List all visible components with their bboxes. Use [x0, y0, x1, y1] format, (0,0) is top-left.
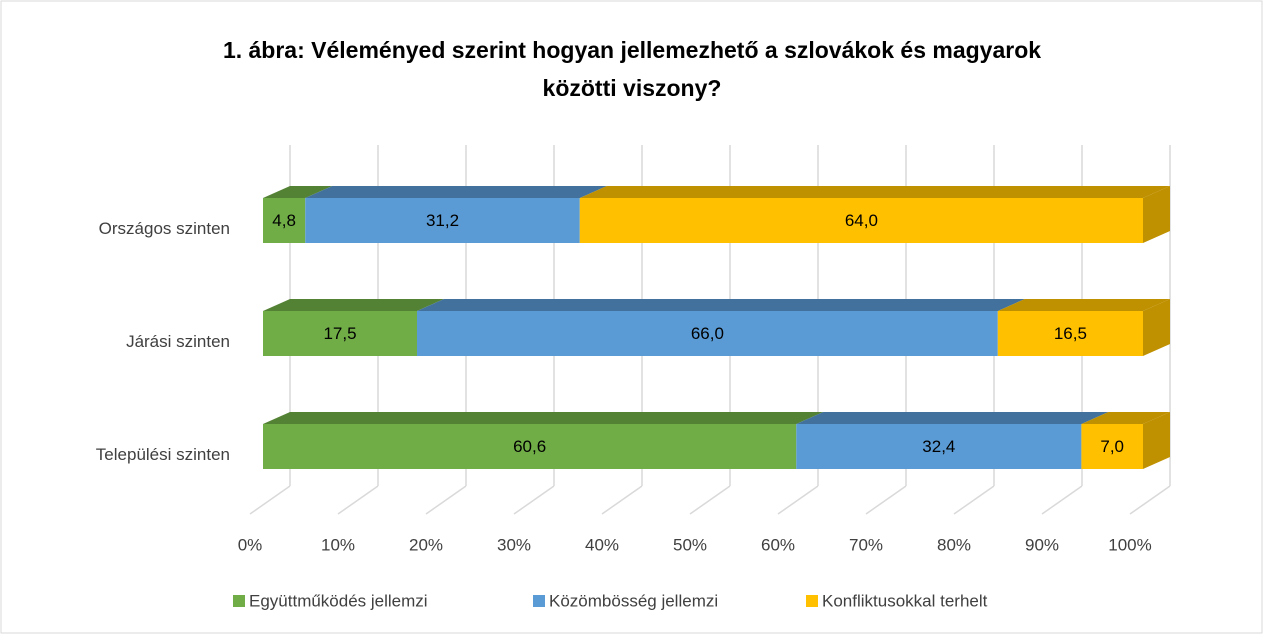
x-tick-label: 50%	[673, 535, 707, 554]
grid-floor-line	[1129, 485, 1171, 515]
bar-side	[1143, 412, 1170, 469]
value-label: 31,2	[426, 211, 459, 230]
x-tick-label: 30%	[497, 535, 531, 554]
x-tick-label: 60%	[761, 535, 795, 554]
x-tick-label: 90%	[1025, 535, 1059, 554]
bar-top	[263, 186, 333, 198]
value-label: 66,0	[691, 324, 724, 343]
x-tick-label: 0%	[238, 535, 263, 554]
bar	[263, 424, 797, 469]
grid-floor-line	[865, 485, 907, 515]
value-label: 60,6	[513, 437, 546, 456]
value-label: 17,5	[323, 324, 356, 343]
bar-top	[997, 299, 1170, 311]
bar	[263, 311, 417, 356]
bar-top	[1081, 412, 1170, 424]
bar	[305, 198, 580, 243]
bar	[997, 311, 1143, 356]
legend-label: Konfliktusokkal terhelt	[822, 591, 988, 610]
x-tick-label: 20%	[409, 535, 443, 554]
grid-floor-line	[777, 485, 819, 515]
grid-floor-line	[953, 485, 995, 515]
legend-label: Közömbösség jellemzi	[549, 591, 718, 610]
chart-title: 1. ábra: Véleményed szerint hogyan jelle…	[223, 37, 1041, 63]
bar-top	[305, 186, 607, 198]
value-label: 4,8	[272, 211, 296, 230]
grid-floor-line	[601, 485, 643, 515]
bar-top	[263, 412, 824, 424]
grid-floor-line	[425, 485, 467, 515]
value-label: 16,5	[1054, 324, 1087, 343]
chart-title: közötti viszony?	[543, 75, 722, 101]
y-tick-label: Országos szinten	[99, 219, 230, 238]
legend-swatch	[233, 595, 245, 607]
x-tick-label: 40%	[585, 535, 619, 554]
grid-floor-line	[1041, 485, 1083, 515]
bar	[263, 198, 306, 243]
value-label: 64,0	[845, 211, 878, 230]
grid-floor-line	[689, 485, 731, 515]
y-tick-label: Települési szinten	[96, 445, 230, 464]
bar-top	[796, 412, 1109, 424]
bar	[417, 311, 998, 356]
grid-floor-line	[249, 485, 291, 515]
value-label: 7,0	[1100, 437, 1124, 456]
value-label: 32,4	[922, 437, 955, 456]
legend-label: Együttműködés jellemzi	[249, 591, 428, 610]
grid-floor-line	[337, 485, 379, 515]
legend-swatch	[533, 595, 545, 607]
bar-side	[1143, 186, 1170, 243]
bar	[796, 424, 1082, 469]
x-tick-label: 80%	[937, 535, 971, 554]
bar	[579, 198, 1143, 243]
y-tick-label: Járási szinten	[126, 332, 230, 351]
x-tick-label: 100%	[1108, 535, 1151, 554]
grid-floor-line	[513, 485, 555, 515]
bar-top	[417, 299, 1025, 311]
bar-side	[1143, 299, 1170, 356]
legend-swatch	[806, 595, 818, 607]
bar-top	[579, 186, 1170, 198]
bar-top	[263, 299, 444, 311]
x-tick-label: 70%	[849, 535, 883, 554]
x-tick-label: 10%	[321, 535, 355, 554]
bar	[1081, 424, 1143, 469]
